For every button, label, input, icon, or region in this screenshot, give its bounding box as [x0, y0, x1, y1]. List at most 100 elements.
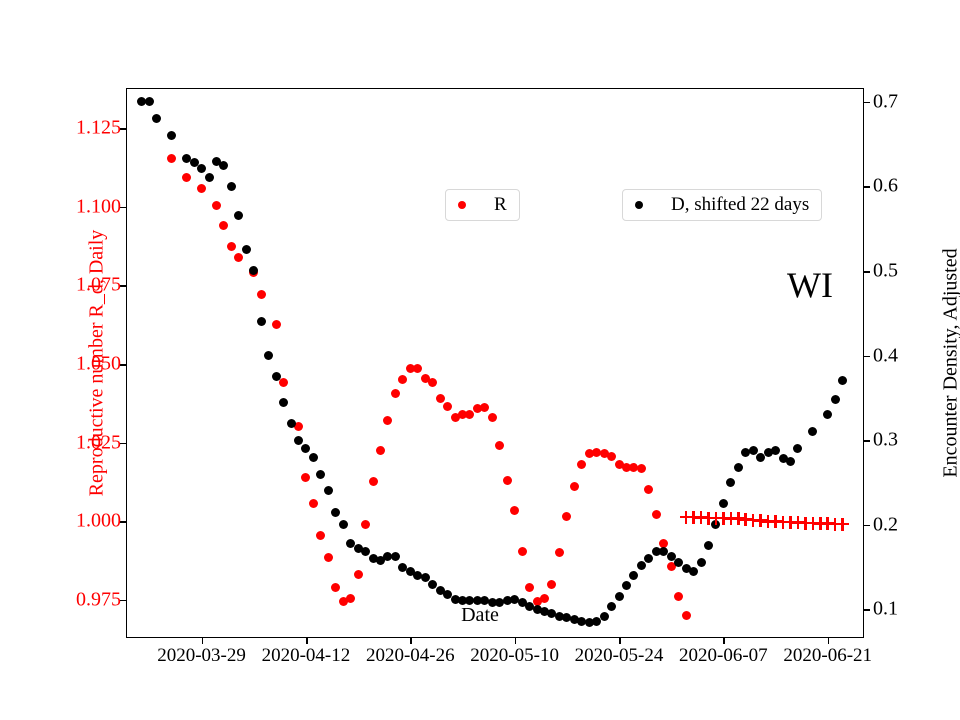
- data-point: [197, 183, 207, 193]
- data-point: [644, 485, 654, 495]
- y-tick-right: [863, 355, 870, 358]
- data-point-plus: [724, 512, 738, 526]
- data-point: [830, 395, 840, 405]
- data-point: [219, 160, 229, 170]
- data-point: [569, 615, 579, 625]
- data-point-plus: [746, 513, 760, 527]
- y-tick-left: [120, 364, 127, 366]
- data-point: [361, 547, 371, 557]
- data-point: [271, 372, 281, 382]
- y-tick-label-left: 1.000: [76, 509, 121, 532]
- data-point: [487, 598, 497, 608]
- y-tick-label-right: 0.6: [873, 174, 898, 197]
- x-tick-label: 2020-06-21: [783, 645, 873, 666]
- data-point: [480, 596, 490, 606]
- data-point: [465, 409, 475, 419]
- x-tick: [305, 637, 308, 644]
- data-point: [562, 613, 572, 623]
- y-tick-label-right: 0.3: [873, 428, 898, 451]
- data-point: [554, 611, 564, 621]
- data-point: [338, 520, 348, 530]
- data-point: [681, 610, 691, 620]
- data-point: [286, 418, 296, 428]
- data-point-plus: [783, 515, 797, 529]
- data-point-plus: [776, 515, 790, 529]
- data-point-plus: [761, 514, 775, 528]
- data-point: [368, 554, 378, 564]
- legend-marker-d-icon: [635, 201, 643, 209]
- data-point: [636, 463, 646, 473]
- legend-series-d[interactable]: D, shifted 22 days: [622, 189, 823, 221]
- data-point-plus: [806, 516, 820, 530]
- data-point: [636, 560, 646, 570]
- data-point: [249, 266, 259, 276]
- data-point: [457, 409, 467, 419]
- data-point: [219, 221, 229, 231]
- data-points-layer: [127, 89, 863, 637]
- data-point: [405, 566, 415, 576]
- data-point-plus: [769, 515, 783, 529]
- data-point: [525, 582, 535, 592]
- y-tick-label-right: 0.2: [873, 513, 898, 536]
- data-point: [621, 581, 631, 591]
- data-point-plus: [821, 517, 835, 531]
- data-point: [539, 593, 549, 603]
- y-tick-label-left: 1.125: [76, 116, 121, 139]
- data-point: [741, 448, 751, 458]
- data-point: [756, 452, 766, 462]
- data-point: [495, 598, 505, 608]
- data-point: [182, 153, 192, 163]
- data-point: [577, 616, 587, 626]
- data-point-plus: [798, 516, 812, 530]
- legend-series-r[interactable]: R: [445, 189, 520, 221]
- data-point: [450, 594, 460, 604]
- data-point: [569, 482, 579, 492]
- data-point: [390, 552, 400, 562]
- data-point: [592, 616, 602, 626]
- data-point-plus: [739, 513, 753, 527]
- y-axis-left-title: Reproductive number R_d, Daily: [85, 229, 108, 497]
- data-point: [651, 547, 661, 557]
- data-point: [353, 570, 363, 580]
- data-point: [413, 363, 423, 373]
- data-point: [525, 601, 535, 611]
- data-point: [383, 416, 393, 426]
- data-point: [316, 469, 326, 479]
- plot-area: 0.975 1.000 1.025 1.050 1.075 1.100 1.125 0.1 0…: [76, 88, 960, 666]
- data-point: [293, 435, 303, 445]
- y-tick-right: [863, 186, 870, 188]
- data-point: [659, 547, 669, 557]
- data-point: [547, 579, 557, 589]
- data-point: [838, 376, 848, 386]
- data-point: [428, 378, 438, 388]
- data-point: [823, 410, 833, 420]
- data-point: [443, 589, 453, 599]
- y-tick-left: [120, 128, 127, 130]
- data-point: [331, 507, 341, 517]
- data-point: [785, 456, 795, 466]
- data-point: [301, 472, 311, 482]
- legend-label-r: R: [494, 194, 507, 215]
- data-point: [629, 463, 639, 473]
- data-point: [197, 164, 207, 174]
- data-point: [323, 486, 333, 496]
- data-point: [346, 538, 356, 548]
- data-point: [510, 505, 520, 515]
- y-tick-right: [863, 440, 870, 442]
- data-point: [346, 593, 356, 603]
- data-point: [532, 604, 542, 614]
- data-point: [771, 445, 781, 455]
- legend-label-d: D, shifted 22 days: [671, 194, 810, 215]
- data-point: [472, 403, 482, 413]
- data-point: [465, 596, 475, 606]
- data-point: [256, 317, 266, 327]
- data-point: [279, 397, 289, 407]
- data-point: [211, 200, 221, 210]
- data-point-plus: [694, 511, 708, 525]
- data-point: [383, 552, 393, 562]
- data-point: [644, 554, 654, 564]
- y-tick-label-left: 1.075: [76, 273, 121, 296]
- data-point: [375, 555, 385, 565]
- data-point-plus: [687, 510, 701, 524]
- data-point: [443, 401, 453, 411]
